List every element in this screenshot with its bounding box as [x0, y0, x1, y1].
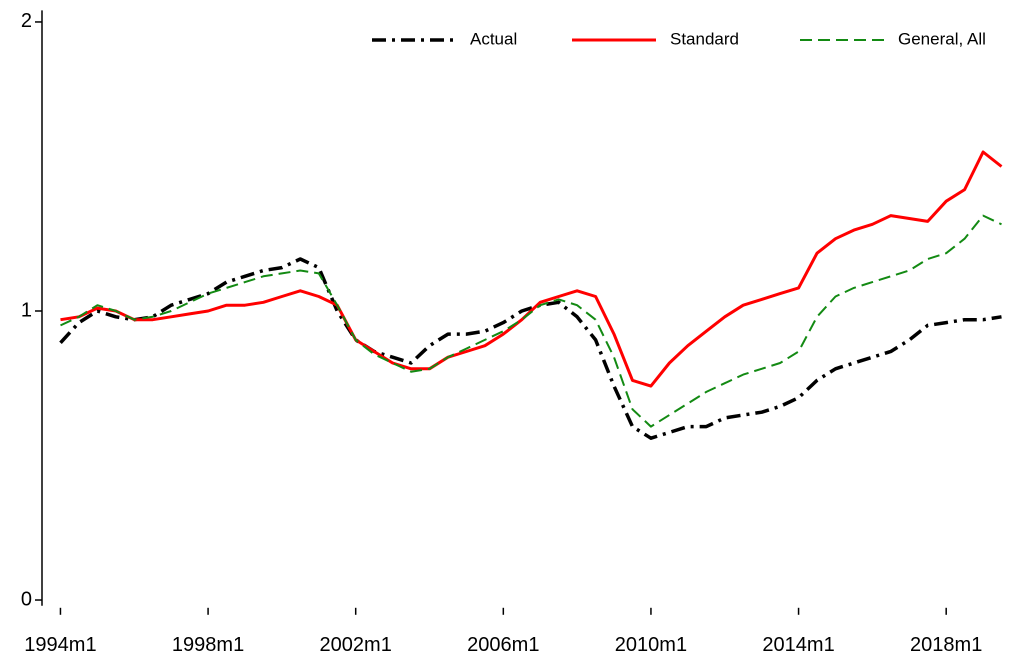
legend-label: Actual — [470, 29, 517, 48]
series-line — [60, 150, 1003, 388]
legend-label: General, All — [898, 29, 986, 48]
x-tick-label: 2006m1 — [467, 634, 539, 656]
x-tick-label: 1998m1 — [172, 634, 244, 656]
y-tick-label: 1 — [21, 299, 32, 321]
y-tick-label: 0 — [21, 588, 32, 610]
legend-label: Standard — [670, 29, 739, 48]
y-tick-label: 2 — [21, 10, 32, 32]
x-tick-label: 2010m1 — [615, 634, 687, 656]
series-line — [59, 257, 1002, 440]
x-tick-label: 2014m1 — [762, 634, 834, 656]
x-tick-label: 1994m1 — [24, 634, 96, 656]
series-line — [60, 214, 1002, 428]
x-tick-label: 2002m1 — [320, 634, 392, 656]
x-tick-label: 2018m1 — [910, 634, 982, 656]
